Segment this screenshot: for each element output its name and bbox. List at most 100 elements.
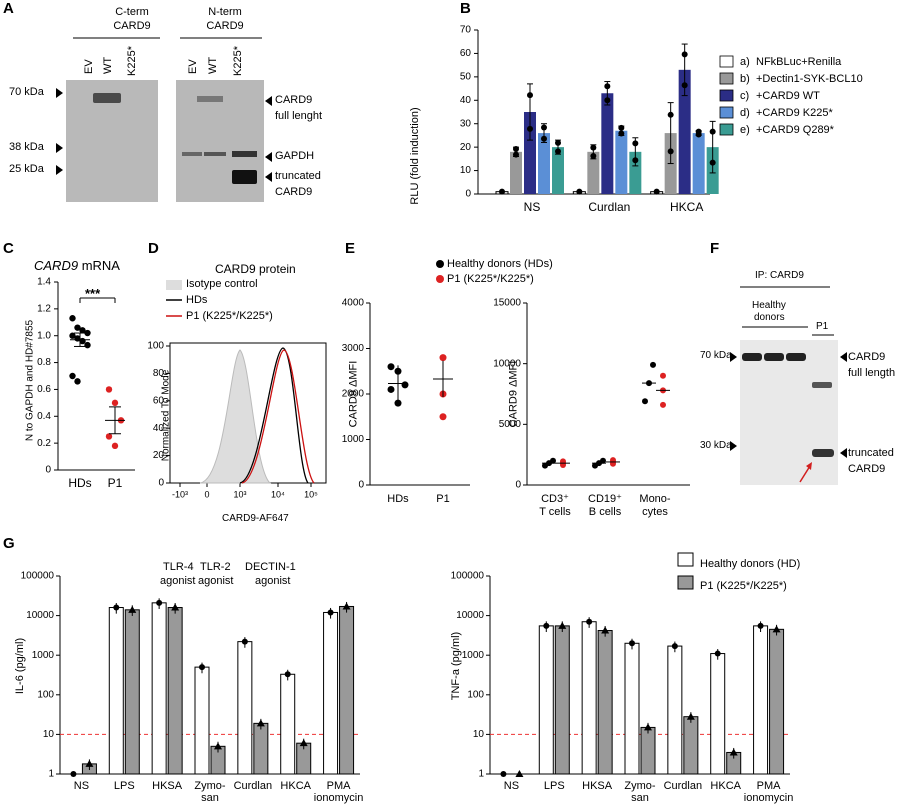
c-ytick-label: 1.4 xyxy=(37,277,51,288)
g-bar-hd xyxy=(538,625,554,775)
b-bar xyxy=(692,133,705,194)
g-bar-hd xyxy=(624,642,640,775)
g-bar-hd xyxy=(581,621,597,775)
g-bar-hd xyxy=(710,653,726,775)
marker-25kda: 25 kDa xyxy=(9,163,44,175)
g-legend-hd-swatch xyxy=(677,552,694,567)
g-legend-p1-swatch xyxy=(677,575,694,590)
panel-f-blot xyxy=(740,340,838,485)
e-left-point-hd xyxy=(387,385,395,393)
b-ytick-label: 60 xyxy=(460,48,472,59)
b-legend-label: +CARD9 WT xyxy=(756,90,820,102)
c-point-hd xyxy=(79,327,86,334)
g-bar-p1 xyxy=(640,726,656,775)
g-point-hd xyxy=(671,643,678,650)
c-category-label: HDs xyxy=(68,476,91,490)
panel-d-xlabel: CARD9-AF647 xyxy=(222,513,289,524)
g-point-hd xyxy=(241,638,248,645)
g-category-label: san xyxy=(201,792,219,804)
d-ytick-label: 80 xyxy=(153,368,165,379)
g-ytick-label: 100 xyxy=(37,689,54,700)
panel-label-e: E xyxy=(345,240,356,257)
d-curve-isotype xyxy=(199,349,272,484)
d-ytick-label: 100 xyxy=(147,341,164,352)
e-right-point-hd xyxy=(642,398,648,405)
panel-label-c: C xyxy=(3,240,14,257)
g-ytick-label: 10 xyxy=(473,729,485,740)
g-bar-p1 xyxy=(769,628,785,775)
g-point-p1 xyxy=(772,625,781,633)
panel-c-title-rest: mRNA xyxy=(78,258,120,273)
b-legend-label: NFkBLuc+Renilla xyxy=(756,56,842,68)
b-legend-swatch xyxy=(719,123,734,136)
annot-dectin1-agonist: agonist xyxy=(255,575,291,587)
d-curve-hds xyxy=(239,347,309,484)
g-ytick-label: 100 xyxy=(467,689,484,700)
g-bar-hd xyxy=(108,607,124,775)
annot-tlr2: TLR-2 xyxy=(200,561,231,573)
e-right-point-hd xyxy=(600,457,606,464)
annot-tlr2-agonist: agonist xyxy=(198,575,234,587)
e-right-ytick-label: 15000 xyxy=(493,298,521,309)
d-xtick-label: 10⁵ xyxy=(304,489,318,499)
b-ytick-label: 20 xyxy=(460,142,472,153)
legend-isotype: Isotype control xyxy=(186,278,258,290)
b-legend-label: +CARD9 K225* xyxy=(756,107,833,119)
annot-tlr4-agonist: agonist xyxy=(160,575,196,587)
panel-f-band-card9: CARD9 xyxy=(848,351,886,363)
marker-38kda: 38 kDa xyxy=(9,141,44,153)
b-point xyxy=(653,188,660,195)
e-legend-dot-p1 xyxy=(436,275,444,283)
b-point xyxy=(667,111,674,118)
g-bar-hd xyxy=(280,673,296,775)
b-bar xyxy=(552,147,564,194)
band-card9: CARD9 xyxy=(275,94,313,106)
g-bar-hd xyxy=(194,666,210,775)
b-point xyxy=(604,97,611,104)
panel-f-healthy: Healthy xyxy=(752,300,786,311)
panel-f-marker-70: 70 kDa xyxy=(700,350,732,361)
e-left-ytick-label: 3000 xyxy=(342,343,365,354)
g-category-label: Curdlan xyxy=(664,780,703,792)
e-left-category: P1 xyxy=(436,493,449,505)
e-right-category: cytes xyxy=(642,506,668,518)
panel-c-title: CARD9 mRNA xyxy=(34,258,120,273)
b-point xyxy=(709,159,716,166)
c-ytick-label: 0.8 xyxy=(37,357,51,368)
d-xtick-label: -10³ xyxy=(172,489,188,499)
g-point-hd xyxy=(714,650,721,657)
b-legend-letter: d) xyxy=(740,107,750,119)
b-category-label: NS xyxy=(524,200,541,214)
g-bar-hd xyxy=(237,641,253,775)
c-point-hd xyxy=(74,378,81,385)
g-point-hd xyxy=(757,622,764,629)
b-legend-letter: c) xyxy=(740,90,749,102)
d-curve-p1 xyxy=(241,349,315,484)
b-legend-letter: e) xyxy=(740,124,750,136)
g-left-ylabel: IL-6 (pg/ml) xyxy=(14,637,27,695)
g-category-label: HKCA xyxy=(280,780,311,792)
e-right-point-hd xyxy=(550,457,556,464)
blot2-title-line1: N-term xyxy=(208,6,242,18)
c-ytick-label: 1.2 xyxy=(37,303,51,314)
b-ytick-label: 50 xyxy=(460,71,472,82)
g-bar-p1 xyxy=(167,607,183,775)
g-bar-p1 xyxy=(253,722,269,775)
band-truncated: truncated xyxy=(275,170,321,182)
g-point-p1 xyxy=(85,759,94,767)
panel-f-band-full: full length xyxy=(848,367,896,379)
g-point-p1 xyxy=(171,603,180,611)
e-left-point-hd xyxy=(387,363,395,371)
g-category-label: ionomycin xyxy=(314,792,364,804)
panel-label-f: F xyxy=(710,240,720,257)
b-ytick-label: 0 xyxy=(465,189,471,200)
b-point xyxy=(632,157,639,164)
g-ytick-label: 1 xyxy=(48,769,54,780)
b-ytick-label: 30 xyxy=(460,118,472,129)
b-point xyxy=(527,92,533,99)
legend-g-hd: Healthy donors (HD) xyxy=(700,558,801,570)
c-ytick-label: 0.2 xyxy=(37,438,51,449)
panel-label-g: G xyxy=(3,535,15,552)
